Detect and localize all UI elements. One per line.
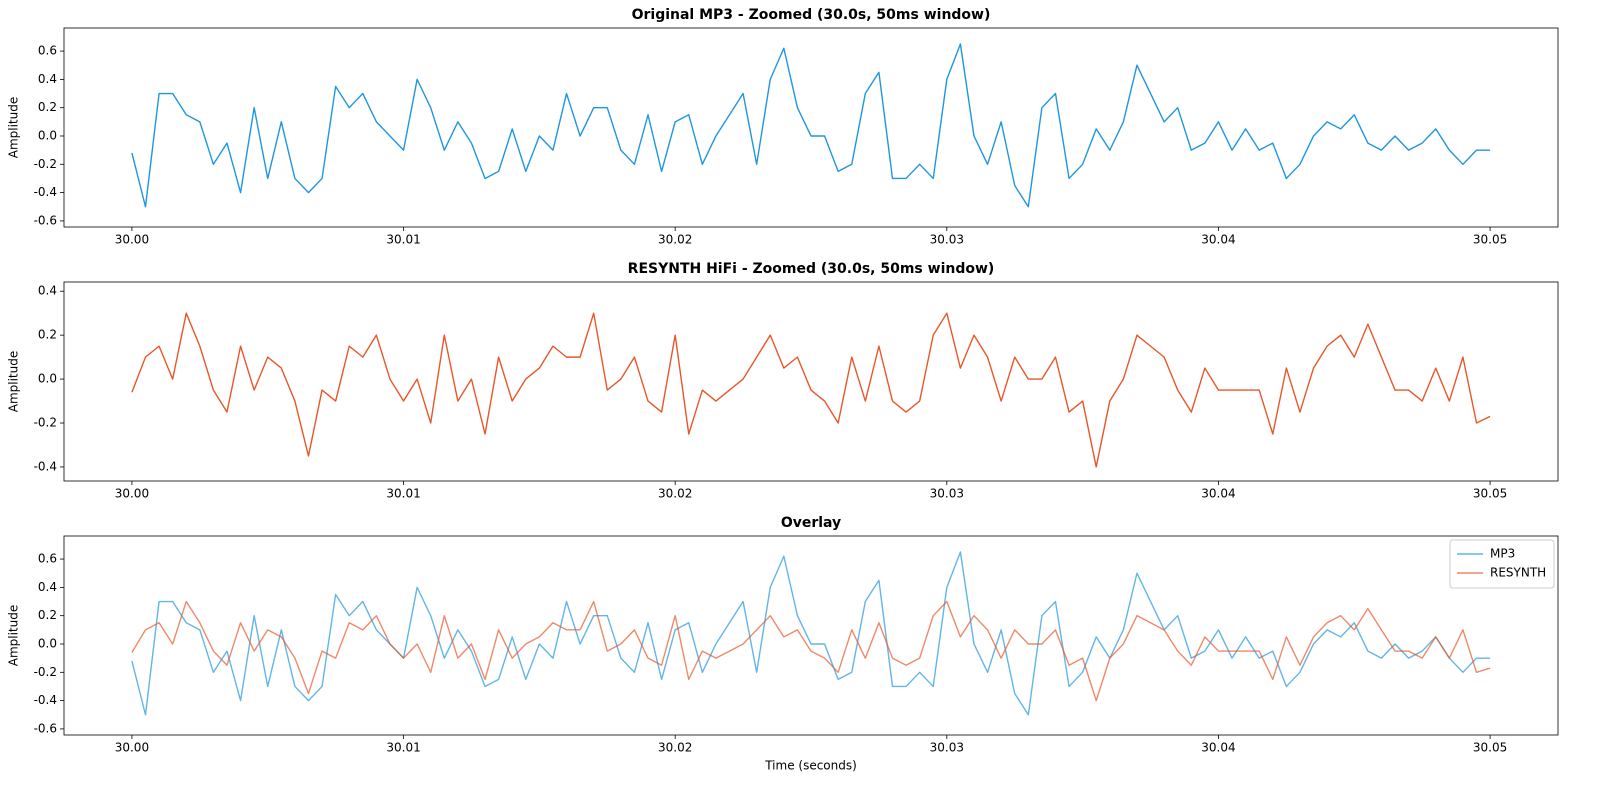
axes-frame bbox=[63, 281, 1559, 482]
legend-box bbox=[1449, 539, 1555, 589]
axes-frame bbox=[63, 27, 1559, 228]
x-tick-label: 30.02 bbox=[658, 233, 692, 247]
y-axis-label: Amplitude bbox=[7, 97, 21, 159]
y-tick-label: -0.6 bbox=[34, 721, 57, 735]
x-axis-label: Time (seconds) bbox=[764, 759, 857, 773]
y-tick-label: 0.2 bbox=[38, 100, 57, 114]
y-tick-label: -0.2 bbox=[34, 416, 57, 430]
y-tick-label: 0.0 bbox=[38, 128, 57, 142]
y-tick-label: -0.4 bbox=[34, 459, 57, 473]
x-tick-label: 30.02 bbox=[658, 487, 692, 501]
x-tick-label: 30.03 bbox=[930, 233, 964, 247]
x-tick-label: 30.05 bbox=[1473, 233, 1507, 247]
x-tick-label: 30.05 bbox=[1473, 741, 1507, 755]
x-tick-label: 30.01 bbox=[386, 233, 420, 247]
x-tick-label: 30.00 bbox=[115, 487, 149, 501]
axes-frame bbox=[63, 535, 1559, 736]
y-tick-label: 0.0 bbox=[38, 372, 57, 386]
chart-title: Overlay bbox=[781, 515, 841, 531]
y-tick-label: 0.6 bbox=[38, 552, 57, 566]
y-tick-label: -0.2 bbox=[34, 157, 57, 171]
series-line bbox=[131, 551, 1491, 716]
y-tick-label: -0.4 bbox=[34, 185, 57, 199]
x-tick-label: 30.04 bbox=[1201, 487, 1235, 501]
series-line bbox=[131, 600, 1491, 702]
x-tick-label: 30.02 bbox=[658, 741, 692, 755]
legend-label: RESYNTH bbox=[1490, 566, 1546, 580]
y-axis-label: Amplitude bbox=[7, 605, 21, 667]
x-tick-label: 30.03 bbox=[930, 487, 964, 501]
chart-title: Original MP3 - Zoomed (30.0s, 50ms windo… bbox=[632, 7, 991, 23]
series-line bbox=[131, 312, 1491, 468]
x-tick-label: 30.04 bbox=[1201, 741, 1235, 755]
y-tick-label: 0.4 bbox=[38, 284, 57, 298]
y-tick-label: 0.4 bbox=[38, 72, 57, 86]
y-tick-label: 0.0 bbox=[38, 636, 57, 650]
y-tick-label: -0.4 bbox=[34, 693, 57, 707]
x-tick-label: 30.00 bbox=[115, 741, 149, 755]
y-tick-label: 0.2 bbox=[38, 328, 57, 342]
x-tick-label: 30.05 bbox=[1473, 487, 1507, 501]
series-line bbox=[131, 43, 1491, 208]
y-tick-label: 0.6 bbox=[38, 44, 57, 58]
x-tick-label: 30.01 bbox=[386, 741, 420, 755]
x-tick-label: 30.04 bbox=[1201, 233, 1235, 247]
y-tick-label: 0.4 bbox=[38, 580, 57, 594]
y-tick-label: -0.2 bbox=[34, 665, 57, 679]
x-tick-label: 30.03 bbox=[930, 741, 964, 755]
chart-title: RESYNTH HiFi - Zoomed (30.0s, 50ms windo… bbox=[628, 261, 995, 277]
y-tick-label: -0.6 bbox=[34, 213, 57, 227]
x-tick-label: 30.01 bbox=[386, 487, 420, 501]
y-axis-label: Amplitude bbox=[7, 351, 21, 413]
legend-label: MP3 bbox=[1490, 547, 1515, 561]
y-tick-label: 0.2 bbox=[38, 608, 57, 622]
x-tick-label: 30.00 bbox=[115, 233, 149, 247]
